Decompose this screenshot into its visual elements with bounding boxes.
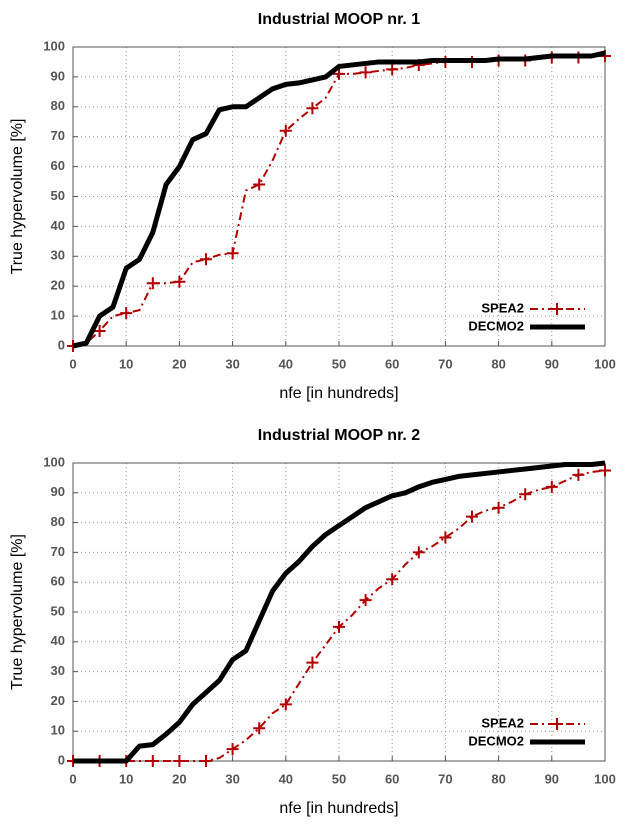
legend-label: SPEA2 — [481, 300, 524, 315]
y-tick-label: 30 — [51, 663, 65, 678]
x-axis-label: nfe [in hundreds] — [279, 800, 398, 817]
y-tick-label: 90 — [51, 68, 65, 83]
y-tick-label: 30 — [51, 248, 65, 263]
marker — [333, 67, 345, 80]
x-tick-label: 0 — [69, 356, 76, 371]
y-tick-label: 70 — [51, 128, 65, 143]
y-tick-label: 20 — [51, 278, 65, 293]
marker — [226, 743, 239, 756]
x-tick-label: 20 — [172, 771, 186, 786]
y-tick-label: 0 — [58, 752, 65, 767]
line — [72, 50, 606, 349]
x-tick-label: 30 — [225, 356, 239, 371]
y-tick-label: 60 — [51, 158, 65, 173]
y-axis-label: True hypervolume [%] — [9, 119, 26, 275]
marker — [200, 253, 212, 266]
plot: Industrial MOOP nr. 1 0 10 20 30 40 50 60 70 80 90… — [9, 11, 616, 402]
marker — [93, 325, 106, 338]
y-tick-label: 50 — [51, 603, 65, 618]
y-tick-label: 0 — [58, 337, 65, 352]
legend-label: DECMO2 — [468, 733, 524, 748]
marker — [439, 531, 452, 544]
marker — [279, 698, 292, 711]
legend-marker — [551, 303, 563, 315]
marker — [386, 63, 399, 76]
line — [73, 460, 606, 764]
y-tick-label: 40 — [51, 218, 65, 233]
marker — [279, 124, 292, 137]
x-tick-label: 30 — [225, 771, 239, 786]
x-tick-label: 60 — [385, 356, 399, 371]
y-tick-label: 100 — [43, 454, 65, 469]
marker — [545, 480, 558, 493]
x-tick-label: 50 — [332, 356, 346, 371]
y-tick-label: 40 — [51, 633, 65, 648]
x-tick-label: 60 — [385, 771, 399, 786]
marker — [412, 546, 425, 559]
y-axis-label: True hypervolume [%] — [9, 534, 26, 690]
legend-marker — [551, 718, 563, 730]
marker — [519, 488, 532, 501]
chart-title: Industrial MOOP nr. 2 — [258, 427, 421, 444]
x-tick-label: 90 — [545, 771, 559, 786]
plot-frame — [72, 462, 606, 762]
marker — [173, 755, 186, 767]
marker — [226, 247, 239, 260]
y-tick-label: 60 — [51, 574, 65, 589]
y-tick-label: 10 — [51, 308, 65, 323]
legend-label: SPEA2 — [481, 715, 524, 730]
x-tick-label: 100 — [594, 771, 616, 786]
x-tick-label: 10 — [119, 771, 133, 786]
x-tick-label: 90 — [545, 356, 559, 371]
y-tick-label: 20 — [51, 693, 65, 708]
marker — [333, 620, 345, 633]
x-tick-label: 50 — [332, 771, 346, 786]
plot-frame — [72, 46, 606, 347]
marker — [146, 755, 159, 767]
x-tick-label: 40 — [279, 356, 293, 371]
y-tick-label: 90 — [51, 484, 65, 499]
marker — [306, 102, 319, 115]
y-tick-label: 70 — [51, 544, 65, 559]
marker — [359, 66, 372, 79]
x-tick-label: 70 — [438, 771, 452, 786]
marker — [146, 277, 159, 290]
marker — [572, 468, 585, 481]
marker — [120, 307, 133, 320]
x-tick-label: 40 — [279, 771, 293, 786]
x-axis-label: nfe [in hundreds] — [279, 385, 398, 402]
marker — [466, 510, 478, 523]
marker — [492, 501, 505, 514]
y-tick-label: 10 — [51, 723, 65, 738]
legend-label: DECMO2 — [468, 318, 524, 333]
marker — [253, 722, 266, 735]
y-tick-label: 50 — [51, 188, 65, 203]
x-tick-label: 20 — [172, 356, 186, 371]
x-tick-label: 80 — [491, 356, 505, 371]
x-tick-label: 80 — [491, 771, 505, 786]
marker — [200, 755, 212, 767]
marker — [386, 573, 399, 586]
y-tick-label: 100 — [43, 38, 65, 53]
plot: Industrial MOOP nr. 2 0 10 20 30 40 50 60 70 80 90… — [9, 427, 616, 817]
x-tick-label: 70 — [438, 356, 452, 371]
marker — [359, 594, 372, 607]
marker — [599, 464, 611, 477]
chart-title: Industrial MOOP nr. 1 — [258, 11, 421, 28]
y-tick-label: 80 — [51, 514, 65, 529]
x-tick-label: 100 — [594, 356, 616, 371]
marker — [306, 656, 319, 669]
x-tick-label: 0 — [69, 771, 76, 786]
marker — [253, 178, 266, 191]
y-tick-label: 80 — [51, 98, 65, 113]
x-tick-label: 10 — [119, 356, 133, 371]
marker — [173, 275, 186, 288]
